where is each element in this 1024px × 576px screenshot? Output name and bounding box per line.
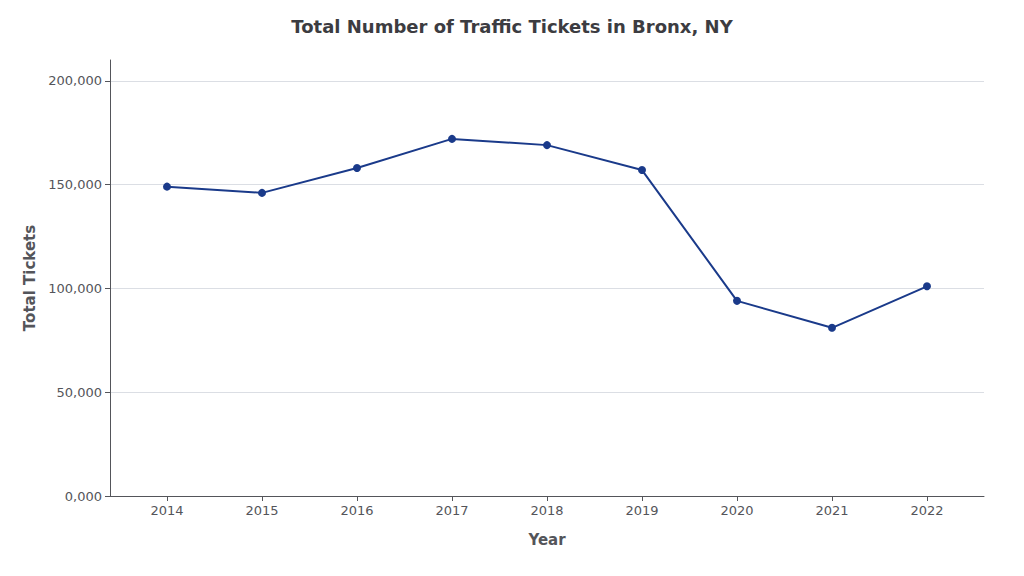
svg-text:0,000: 0,000 — [65, 489, 102, 504]
svg-text:Total Tickets: Total Tickets — [21, 225, 39, 331]
svg-text:2016: 2016 — [340, 503, 373, 518]
svg-text:2019: 2019 — [625, 503, 658, 518]
svg-text:2017: 2017 — [435, 503, 468, 518]
svg-text:2022: 2022 — [910, 503, 943, 518]
svg-text:2014: 2014 — [150, 503, 183, 518]
svg-text:Year: Year — [527, 531, 566, 549]
svg-text:2018: 2018 — [530, 503, 563, 518]
svg-text:100,000: 100,000 — [48, 281, 102, 296]
svg-text:50,000: 50,000 — [57, 385, 103, 400]
svg-text:Total Number of Traffic Ticket: Total Number of Traffic Tickets in Bronx… — [291, 16, 733, 37]
svg-text:200,000: 200,000 — [48, 73, 102, 88]
svg-text:150,000: 150,000 — [48, 177, 102, 192]
svg-text:2015: 2015 — [245, 503, 278, 518]
svg-text:2020: 2020 — [720, 503, 753, 518]
svg-text:2021: 2021 — [815, 503, 848, 518]
